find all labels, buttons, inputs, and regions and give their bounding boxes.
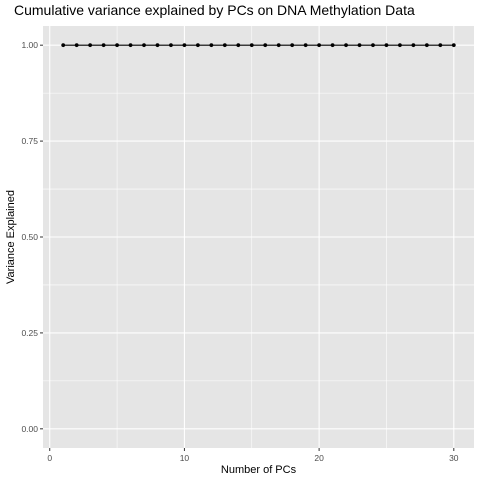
data-point (222, 43, 227, 48)
data-point (128, 43, 133, 48)
data-point (303, 43, 308, 48)
data-point (209, 43, 214, 48)
data-point (263, 43, 268, 48)
data-point (451, 43, 456, 48)
x-axis: 0 10 20 30 (47, 448, 459, 463)
data-point (438, 43, 443, 48)
data-point (88, 43, 93, 48)
y-tick-label: 0.25 (21, 328, 38, 338)
series-points (61, 43, 456, 48)
chart-title: Cumulative variance explained by PCs on … (14, 2, 415, 18)
data-point (317, 43, 322, 48)
data-point (276, 43, 281, 48)
data-point (182, 43, 187, 48)
y-tick-label: 0.00 (21, 424, 38, 434)
data-point (424, 43, 429, 48)
x-tick-label: 20 (314, 453, 324, 463)
x-tick-label: 30 (449, 453, 459, 463)
data-point (101, 43, 106, 48)
y-axis-title: Variance Explained (5, 190, 17, 284)
data-point (249, 43, 254, 48)
x-tick-label: 0 (47, 453, 52, 463)
data-point (169, 43, 173, 48)
data-point (142, 43, 146, 48)
data-point (155, 43, 160, 48)
data-point (290, 43, 295, 48)
y-axis: 0.00 0.25 0.50 0.75 1.00 (21, 40, 43, 434)
data-point (371, 43, 375, 48)
data-point (236, 43, 241, 48)
data-point (330, 43, 335, 48)
data-point (384, 43, 389, 48)
data-point (195, 43, 200, 48)
data-point (61, 43, 66, 48)
data-point (74, 43, 79, 48)
x-axis-title: Number of PCs (221, 464, 297, 476)
data-point (115, 43, 119, 48)
data-point (344, 43, 348, 48)
data-point (357, 43, 362, 48)
y-tick-label: 0.50 (21, 232, 38, 242)
y-tick-label: 1.00 (21, 40, 38, 50)
x-tick-label: 10 (180, 453, 190, 463)
data-point (411, 43, 416, 48)
y-tick-label: 0.75 (21, 136, 38, 146)
data-point (398, 43, 402, 48)
